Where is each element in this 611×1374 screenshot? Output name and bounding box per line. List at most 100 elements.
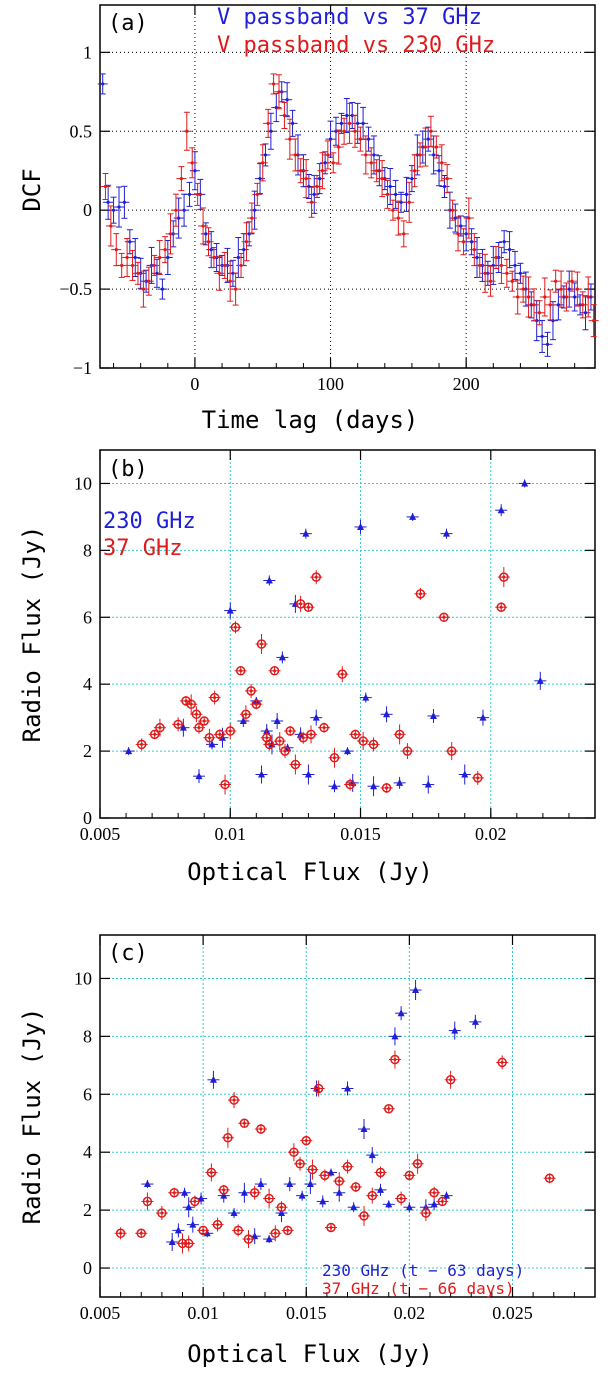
circle-marker-core (267, 742, 271, 746)
series-blue-point (302, 764, 315, 785)
data-point (320, 169, 325, 173)
data-point (410, 177, 414, 181)
circle-marker-core (283, 749, 287, 753)
circle-marker-core (145, 1199, 149, 1203)
circle-marker-core (140, 742, 144, 746)
triangle-marker (344, 747, 351, 755)
series-red-point (306, 186, 317, 218)
series-blue-point (406, 512, 419, 521)
series-red-point (497, 567, 510, 588)
series-red-point (160, 236, 171, 264)
series-blue-point (434, 155, 445, 187)
y-tick-label: 10 (74, 473, 92, 493)
circle-marker-core (286, 1228, 290, 1232)
series-red-point (100, 173, 111, 200)
panel-b-legend-blue: 230 GHz (103, 509, 196, 534)
series-red-point (148, 729, 161, 740)
circle-marker-core (172, 1191, 176, 1195)
circle-marker (326, 1222, 336, 1233)
series-red-point (111, 233, 122, 267)
data-point (152, 263, 156, 268)
series-red-point (583, 276, 594, 318)
series-red-point (268, 73, 279, 95)
series-blue-point (97, 73, 108, 95)
data-point (583, 311, 588, 315)
y-tick-label: 8 (83, 1026, 92, 1046)
data-point (407, 200, 411, 204)
series-red-point (398, 220, 409, 248)
series-red-point (230, 272, 241, 306)
circle-marker-core (370, 1194, 374, 1198)
triangle-marker (397, 1009, 405, 1017)
triangle-marker (497, 506, 505, 514)
series-blue-point (299, 528, 312, 539)
circle-marker-core (202, 719, 206, 723)
series-red-point (190, 706, 203, 723)
data-point (299, 169, 303, 173)
circle-marker-core (299, 602, 303, 606)
circle-marker (229, 1095, 239, 1105)
series-blue-point (287, 109, 298, 137)
data-point (128, 240, 132, 244)
series-blue-point (325, 120, 336, 158)
triangle-marker (385, 1200, 393, 1208)
series-blue-point (354, 519, 367, 534)
series-red-point (269, 1225, 282, 1242)
data-point (385, 192, 390, 196)
series-red-point (333, 1172, 346, 1191)
series-red-point (403, 1170, 416, 1181)
series-red-point (374, 1166, 387, 1179)
series-red-point (485, 265, 496, 297)
data-point (277, 90, 281, 94)
data-point (174, 208, 178, 212)
series-red-point (312, 1080, 325, 1097)
panel-c-grid (100, 935, 595, 1297)
series-red-point (445, 742, 458, 761)
circle-marker (412, 1159, 423, 1169)
series-red-point (254, 1124, 267, 1135)
series-blue-point (108, 196, 119, 224)
series-blue-point (422, 775, 435, 794)
series-red-point (317, 152, 328, 190)
series-red-point (246, 202, 257, 234)
series-blue-point (254, 1178, 267, 1191)
series-red-point (301, 159, 312, 199)
data-point (540, 334, 544, 339)
series-red-point (172, 717, 185, 732)
series-red-point (198, 207, 209, 245)
series-red-point (336, 666, 349, 683)
circle-marker (249, 1187, 260, 1198)
circle-marker-core (216, 1223, 220, 1227)
data-point (510, 279, 514, 283)
data-point (461, 240, 466, 244)
series-blue-point (476, 709, 489, 726)
triangle-marker (302, 529, 310, 537)
circle-marker (194, 722, 204, 733)
series-red-point (495, 602, 508, 613)
series-red-point (371, 159, 382, 183)
data-point (168, 232, 173, 236)
series-red-point (496, 1055, 509, 1070)
triangle-marker (265, 1235, 273, 1243)
series-red-point (393, 200, 404, 236)
series-blue-point (455, 215, 466, 237)
circle-marker (235, 666, 246, 676)
data-point (250, 216, 254, 220)
triangle-marker (203, 1229, 211, 1237)
series-blue-point (367, 776, 380, 797)
data-point (483, 271, 487, 275)
series-red-point (143, 266, 154, 296)
circle-marker-core (387, 1107, 391, 1111)
series-red-point (132, 261, 143, 285)
series-red-point (170, 193, 181, 227)
panel-b: 0.005 0.01 0.015 0.02 0 2 4 6 8 10 (b) 230 GHz 37… (18, 449, 596, 886)
series-red-point (257, 144, 268, 182)
series-red-point (165, 213, 176, 255)
series-blue-point (276, 651, 289, 664)
data-point (136, 271, 140, 275)
series-red-point (193, 721, 205, 734)
series-blue-point (346, 773, 359, 792)
y-tick-label: 0 (83, 200, 92, 220)
series-blue-point (542, 331, 553, 357)
